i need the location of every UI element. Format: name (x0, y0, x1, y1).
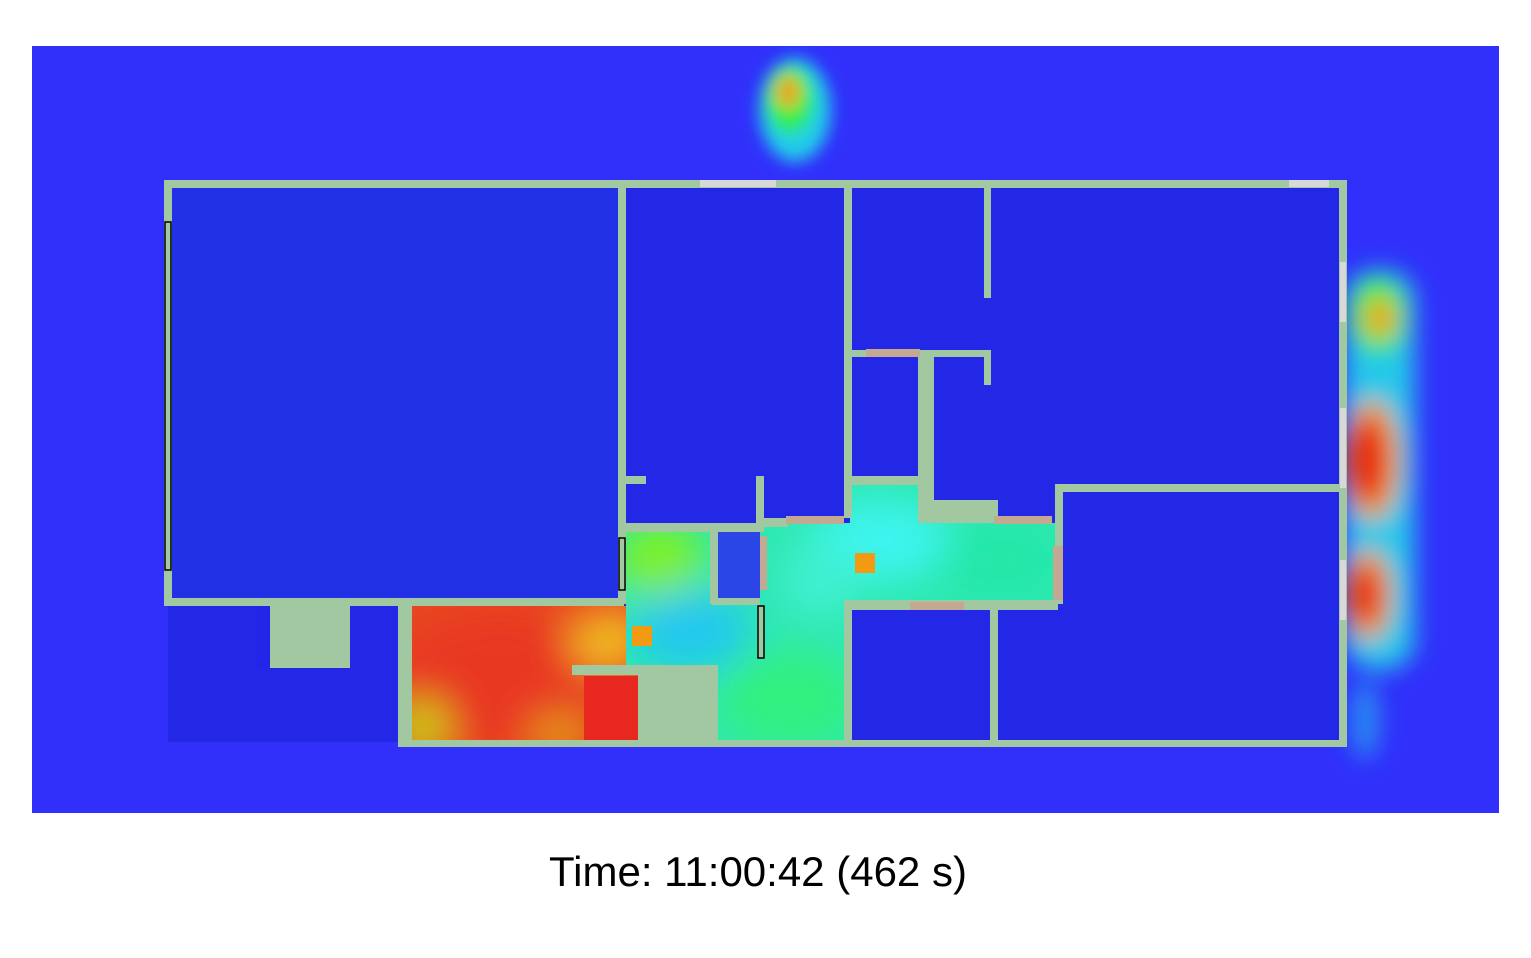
hot-object (584, 676, 638, 740)
heat-plume-right (1344, 270, 1415, 760)
doors (760, 349, 1063, 610)
sprinkler-marker (855, 553, 875, 573)
time-seconds: (462 s) (836, 848, 967, 895)
sprinkler-marker (632, 626, 652, 646)
glass-panes (700, 180, 1346, 620)
heat-plume-top (759, 58, 831, 162)
time-prefix: Time: (549, 848, 653, 895)
time-clock: 11:00:42 (664, 848, 825, 895)
porch-edge (256, 606, 270, 668)
room-large-west (170, 188, 620, 600)
windows (164, 221, 765, 659)
garage-heat-zone (412, 606, 638, 740)
porch-slab (270, 606, 350, 668)
time-caption: Time: 11:00:42 (462 s) (0, 848, 1516, 896)
room-small-closet (718, 532, 760, 600)
floor-slab-garage (638, 665, 718, 740)
